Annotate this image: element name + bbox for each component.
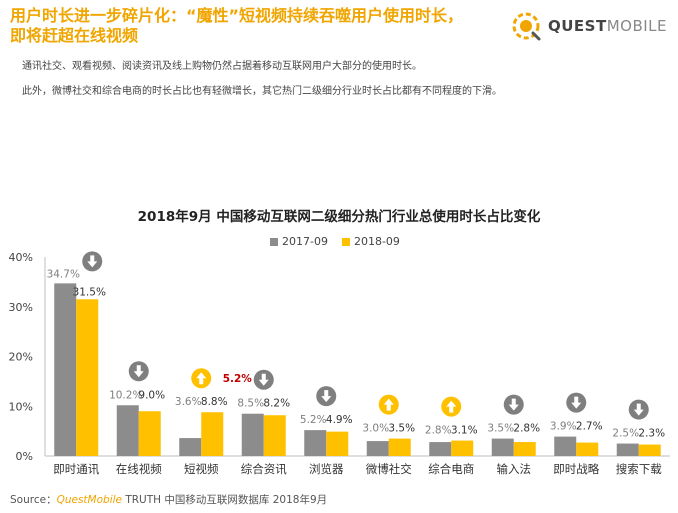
value-label-2018-8: 2.7% <box>576 421 603 433</box>
arrow-down-glyph <box>633 403 644 416</box>
y-tick-label: 10% <box>9 400 33 413</box>
value-label-2017-9: 2.5% <box>612 428 639 440</box>
value-label-2018-7: 2.8% <box>513 423 540 435</box>
annotation-label: 5.2% <box>223 373 253 385</box>
category-label-2: 短视频 <box>184 462 219 476</box>
bar-2017-2 <box>179 438 202 456</box>
bar-2018-4 <box>326 431 349 456</box>
bar-2018-6 <box>451 440 474 456</box>
questmobile-logo-icon <box>512 12 541 41</box>
value-label-2017-3: 8.5% <box>237 398 264 410</box>
category-label-7: 输入法 <box>497 462 532 476</box>
value-label-2018-5: 3.5% <box>388 423 415 435</box>
value-label-2017-5: 3.0% <box>362 423 389 435</box>
bar-2017-7 <box>491 438 514 456</box>
bar-2017-3 <box>241 413 264 456</box>
arrow-up-glyph <box>446 400 457 413</box>
bar-2018-9 <box>638 444 661 456</box>
legend-swatch-2018 <box>341 237 350 246</box>
summary-paragraph-1: 通讯社交、观看视频、阅读资讯及线上购物仍然占据着移动互联网用户大部分的使用时长。 <box>22 61 422 72</box>
chart-title: 2018年9月 中国移动互联网二级细分热门行业总使用时长占比变化 <box>137 209 541 225</box>
category-label-1: 在线视频 <box>116 462 162 476</box>
source-brand: QuestMobile <box>56 494 122 506</box>
y-tick-label: 0% <box>16 450 33 463</box>
source-label: Source： <box>10 494 57 506</box>
category-label-4: 浏览器 <box>309 462 344 476</box>
chart-legend: 2017-09 2018-09 <box>270 235 400 248</box>
y-tick-label: 40% <box>9 251 33 264</box>
value-label-2017-6: 2.8% <box>425 425 452 437</box>
logo-word-mobile: MOBILE <box>606 17 668 35</box>
value-label-2017-4: 5.2% <box>300 414 327 426</box>
summary-paragraph-2: 此外，微博社交和综合电商的时长占比也有轻微增长，其它热门二级细分行业时长占比都有… <box>22 86 502 97</box>
bar-2018-8 <box>576 442 599 456</box>
arrow-up-glyph <box>196 372 207 385</box>
arrow-down-glyph <box>571 396 582 409</box>
bar-2018-5 <box>388 438 411 456</box>
questmobile-logo: QUESTMOBILE <box>510 8 670 44</box>
arrow-down-glyph <box>508 398 519 411</box>
category-label-6: 综合电商 <box>428 462 474 476</box>
bar-2017-8 <box>554 436 577 456</box>
logo-wordmark: QUESTMOBILE <box>548 17 667 35</box>
category-label-5: 微博社交 <box>366 462 412 476</box>
value-label-2017-7: 3.5% <box>487 423 514 435</box>
y-tick-label: 30% <box>9 301 33 314</box>
value-label-2018-9: 2.3% <box>638 428 665 440</box>
value-label-2018-2: 8.8% <box>201 396 228 408</box>
logo-word-quest: QUEST <box>548 17 607 35</box>
headline-line-2: 即将赶超在线视频 <box>10 26 139 45</box>
bar-2017-0 <box>54 283 77 456</box>
bar-2018-3 <box>263 415 286 456</box>
bar-2018-7 <box>513 442 536 456</box>
bar-2017-6 <box>429 442 452 456</box>
arrow-down-glyph <box>133 365 144 378</box>
legend-swatch-2017 <box>270 237 278 246</box>
bar-2017-4 <box>304 430 327 456</box>
category-label-0: 即时通讯 <box>53 462 99 476</box>
value-label-2018-3: 8.2% <box>263 398 290 410</box>
bar-2017-5 <box>366 441 389 456</box>
arrow-down-glyph <box>87 255 98 268</box>
bar-2017-9 <box>616 443 639 456</box>
value-label-2017-2: 3.6% <box>175 396 202 408</box>
bar-2018-1 <box>138 411 161 456</box>
value-label-2018-4: 4.9% <box>326 414 353 426</box>
value-label-2017-8: 3.9% <box>550 421 577 433</box>
legend-item-2018: 2018-09 <box>341 235 400 248</box>
value-label-2017-0: 34.7% <box>47 268 80 280</box>
arrow-down-glyph <box>258 373 269 386</box>
source-note: Source：QuestMobile TRUTH 中国移动互联网数据库 2018… <box>10 492 327 507</box>
legend-label-2018: 2018-09 <box>353 235 400 248</box>
source-text: TRUTH 中国移动互联网数据库 2018年9月 <box>122 494 328 506</box>
bar-chart: 0% 10% 20% 30% 40% 34.7% 31.5% 即时通讯 10.2%9.0% 在线视… <box>9 251 670 476</box>
bar-2017-1 <box>116 405 139 456</box>
value-label-2018-1: 9.0% <box>138 389 165 401</box>
bar-2018-0 <box>76 299 99 456</box>
value-label-2018-0: 31.5% <box>73 286 106 298</box>
y-tick-label: 20% <box>9 351 33 364</box>
value-label-2018-6: 3.1% <box>451 425 478 437</box>
category-label-9: 搜索下载 <box>616 462 662 476</box>
category-label-8: 即时战略 <box>553 462 599 476</box>
arrow-down-glyph <box>321 390 332 403</box>
headline: 用户时长进一步碎片化：“魔性”短视频持续吞噬用户使用时长， 即将赶超在线视频 <box>10 6 500 46</box>
legend-label-2017: 2017-09 <box>282 235 328 248</box>
legend-item-2017: 2017-09 <box>270 235 328 248</box>
arrow-up-glyph <box>383 398 394 411</box>
value-label-2017-1: 10.2% <box>109 389 142 401</box>
category-label-3: 综合资讯 <box>241 462 287 476</box>
headline-line-1: 用户时长进一步碎片化：“魔性”短视频持续吞噬用户使用时长， <box>10 6 464 25</box>
bar-2018-2 <box>201 412 224 456</box>
